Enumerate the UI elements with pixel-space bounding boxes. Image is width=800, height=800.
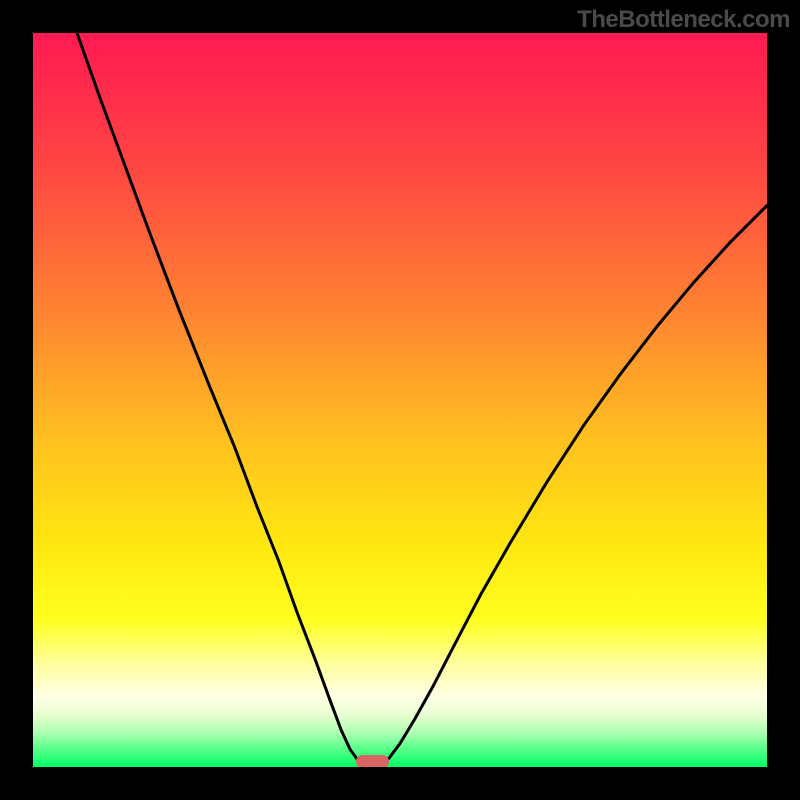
chart-curves [33,33,767,767]
optimum-marker [356,755,389,767]
chart-frame [33,33,767,767]
curve-left [77,33,363,765]
watermark-text: TheBottleneck.com [577,6,790,34]
curve-right [382,205,767,764]
